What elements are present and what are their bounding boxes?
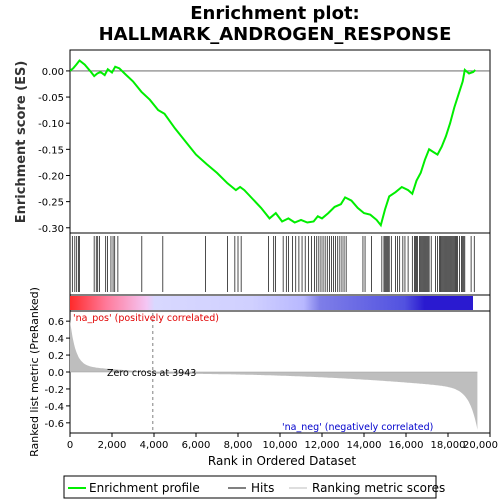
chart-title-line1: Enrichment plot: <box>190 3 360 24</box>
metric-y-tick-label: -0.4 <box>44 402 64 413</box>
metric-y-tick-label: 0.4 <box>48 334 64 345</box>
zero-cross-label: Zero cross at 3943 <box>107 368 196 379</box>
enrichment-profile-layer <box>70 59 477 228</box>
es-y-tick-label: -0.30 <box>38 224 64 235</box>
x-tick-label: 16,000 <box>389 440 424 451</box>
x-tick-label: 18,000 <box>431 440 466 451</box>
es-y-tick-label: -0.15 <box>38 145 64 156</box>
metric-y-tick-label: 0.6 <box>48 317 64 328</box>
legend: Enrichment profile Hits Ranking metric s… <box>63 475 445 499</box>
es-panel-frame <box>69 49 491 234</box>
chart-title-line2: HALLMARK_ANDROGEN_RESPONSE <box>99 24 452 45</box>
x-axis: 0 2,000 4,000 6,000 8,000 10,000 12,000 14,000 1… <box>67 433 498 451</box>
x-tick-label: 2,000 <box>98 440 127 451</box>
legend-box <box>63 475 437 499</box>
ranking-metric-area <box>70 319 478 430</box>
metric-y-tick-label: 0.0 <box>48 368 64 379</box>
ranking-metric-layer <box>70 313 478 431</box>
x-tick-label: 8,000 <box>224 440 253 451</box>
metric-y-tick-label: -0.6 <box>44 419 64 430</box>
x-tick-label: 4,000 <box>140 440 169 451</box>
x-tick-label: 6,000 <box>182 440 211 451</box>
pos-correlated-label: 'na_pos' (positively correlated) <box>73 313 219 324</box>
x-axis-label: Rank in Ordered Dataset <box>208 454 356 468</box>
legend-hits-label: Hits <box>251 481 274 495</box>
legend-metric-label: Ranking metric scores <box>312 481 445 495</box>
metric-y-axis: 0.6 0.4 0.2 0.0 -0.2 -0.4 -0.6 <box>44 317 70 430</box>
ranking-colorbar <box>70 296 473 310</box>
metric-y-tick-label: 0.2 <box>48 351 64 362</box>
x-tick-label: 20,000 <box>463 440 498 451</box>
legend-enrichment-label: Enrichment profile <box>89 481 200 495</box>
es-y-tick-label: 0.00 <box>42 67 64 78</box>
es-y-axis: 0.00 -0.05 -0.10 -0.15 -0.20 -0.25 -0.30 <box>38 67 70 235</box>
es-y-tick-label: -0.05 <box>38 93 64 104</box>
neg-correlated-label: 'na_neg' (negatively correlated) <box>282 422 433 433</box>
x-tick-label: 0 <box>67 440 73 451</box>
metric-y-axis-label: Ranked list metric (PreRanked) <box>28 287 41 457</box>
hits-layer <box>71 236 475 292</box>
x-tick-label: 12,000 <box>305 440 340 451</box>
metric-y-tick-label: -0.2 <box>44 385 64 396</box>
es-y-axis-label: Enrichment score (ES) <box>14 61 29 224</box>
x-tick-label: 14,000 <box>347 440 382 451</box>
es-y-tick-label: -0.20 <box>38 171 64 182</box>
es-y-tick-label: -0.10 <box>38 119 64 130</box>
x-tick-label: 10,000 <box>263 440 298 451</box>
enrichment-profile-line <box>70 59 477 228</box>
es-y-tick-label: -0.25 <box>38 198 64 209</box>
